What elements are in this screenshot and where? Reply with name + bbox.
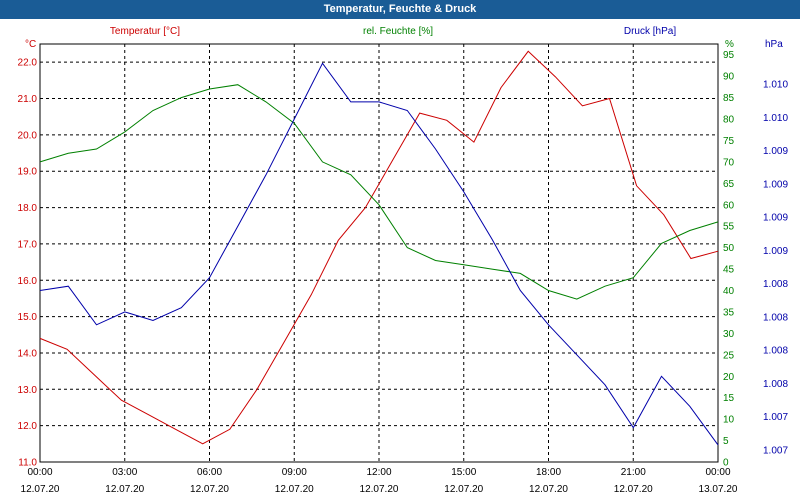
x-tick-date: 12.07.20: [614, 484, 653, 495]
right-tick-label: 1.009: [763, 213, 788, 224]
left-tick-label: 13.0: [18, 385, 38, 396]
right-tick-label: 1.008: [763, 279, 788, 290]
mid-tick-label: 45: [723, 265, 735, 276]
mid-tick-label: 55: [723, 222, 735, 233]
x-tick-time: 21:00: [621, 467, 646, 478]
mid-tick-label: 5: [723, 436, 729, 447]
left-tick-label: 18.0: [18, 203, 38, 214]
mid-tick-label: 0: [723, 458, 729, 469]
left-tick-label: 15.0: [18, 312, 38, 323]
series-lines: [39, 50, 719, 446]
left-tick-label: 19.0: [18, 167, 38, 178]
x-tick-date: 12.07.20: [275, 484, 314, 495]
left-tick-label: 22.0: [18, 58, 38, 69]
mid-tick-label: 85: [723, 93, 735, 104]
left-tick-label: 17.0: [18, 239, 38, 250]
right-axis-label: Druck [hPa]: [624, 26, 676, 37]
x-tick-time: 00:00: [705, 467, 730, 478]
series-line-0: [39, 50, 719, 445]
left-tick-label: 12.0: [18, 421, 38, 432]
mid-tick-label: 70: [723, 157, 735, 168]
mid-tick-label: 15: [723, 393, 735, 404]
mid-tick-label: 80: [723, 115, 735, 126]
x-tick-time: 00:00: [27, 467, 52, 478]
right-tick-label: 1.008: [763, 379, 788, 390]
right-tick-label: 1.007: [763, 446, 788, 457]
mid-tick-label: 50: [723, 243, 735, 254]
x-tick-date: 12.07.20: [105, 484, 144, 495]
left-tick-label: 11.0: [18, 458, 37, 469]
right-tick-label: 1.010: [763, 80, 788, 91]
right-unit: hPa: [765, 39, 783, 50]
mid-tick-label: 90: [723, 72, 735, 83]
right-tick-label: 1.010: [763, 113, 788, 124]
series-line-1: [39, 84, 719, 300]
left-unit: °C: [25, 39, 36, 50]
mid-tick-label: 10: [723, 415, 735, 426]
x-tick-date: 12.07.20: [529, 484, 568, 495]
right-tick-label: 1.009: [763, 146, 788, 157]
left-tick-label: 16.0: [18, 276, 38, 287]
mid-unit: %: [725, 39, 734, 50]
tick-labels: 00:00 12.07.20 03:00 12.07.20 06:00 12.07.20 0…: [18, 50, 789, 495]
right-tick-label: 1.009: [763, 179, 788, 190]
mid-tick-label: 75: [723, 136, 735, 147]
mid-tick-label: 25: [723, 350, 735, 361]
left-tick-label: 20.0: [18, 130, 38, 141]
left-axis-label: Temperatur [°C]: [110, 26, 180, 37]
x-tick-time: 18:00: [536, 467, 561, 478]
mid-tick-label: 30: [723, 329, 735, 340]
line-chart: Temperatur [°C] rel. Feuchte [%] Druck […: [18, 26, 789, 495]
x-tick-time: 03:00: [112, 467, 137, 478]
mid-tick-label: 65: [723, 179, 735, 190]
right-tick-label: 1.008: [763, 312, 788, 323]
x-tick-time: 09:00: [282, 467, 307, 478]
chart-title: Temperatur, Feuchte & Druck: [0, 0, 800, 19]
right-tick-label: 1.009: [763, 246, 788, 257]
x-tick-date: 12.07.20: [444, 484, 483, 495]
left-tick-label: 21.0: [18, 94, 38, 105]
right-tick-label: 1.007: [763, 412, 788, 423]
grid: [40, 44, 718, 462]
x-tick-date: 12.07.20: [21, 484, 60, 495]
left-tick-label: 14.0: [18, 348, 38, 359]
x-tick-date: 12.07.20: [360, 484, 399, 495]
mid-axis-label: rel. Feuchte [%]: [363, 26, 433, 37]
x-tick-date: 13.07.20: [699, 484, 738, 495]
mid-tick-label: 35: [723, 307, 735, 318]
right-tick-label: 1.008: [763, 346, 788, 357]
mid-tick-label: 40: [723, 286, 735, 297]
x-tick-time: 12:00: [366, 467, 391, 478]
series-line-2: [39, 62, 719, 446]
x-tick-date: 12.07.20: [190, 484, 229, 495]
x-tick-time: 15:00: [451, 467, 476, 478]
mid-tick-label: 95: [723, 50, 735, 61]
x-tick-time: 06:00: [197, 467, 222, 478]
mid-tick-label: 20: [723, 372, 735, 383]
mid-tick-label: 60: [723, 200, 735, 211]
